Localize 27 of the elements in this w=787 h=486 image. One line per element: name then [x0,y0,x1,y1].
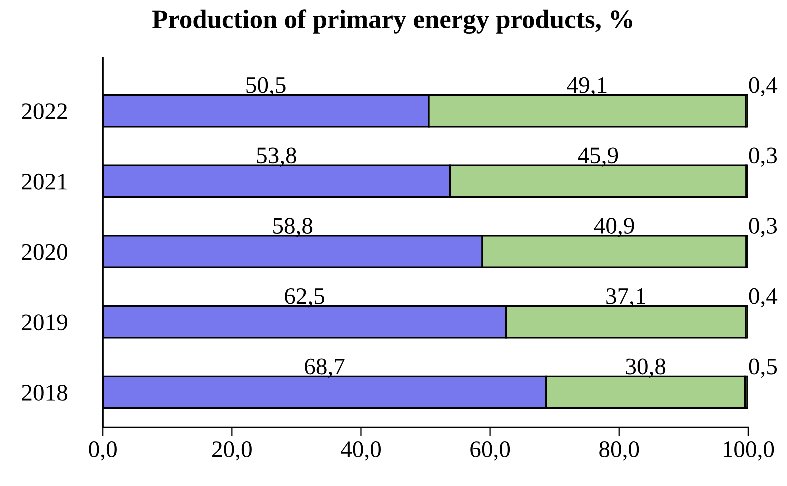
x-tick-label: 20,0 [212,442,252,461]
data-label: 53,8 [257,148,296,168]
data-label: 30,8 [626,358,666,378]
data-label: 62,5 [285,288,325,308]
data-label: 0,3 [749,148,778,168]
y-tick-label: 2020 [22,244,68,260]
data-label: 0,5 [749,358,778,378]
data-label: 0,3 [749,218,778,238]
x-tick-label: 100,0 [724,442,774,461]
y-tick-label: 2022 [22,104,68,120]
y-tick-label: 2018 [22,384,68,401]
x-tick-label: 0,0 [89,442,117,461]
chart-title: Production of primary energy products, % [152,10,632,34]
data-label: 49,1 [567,77,607,97]
x-tick-label: 80,0 [600,442,640,461]
data-label: 45,9 [578,148,618,168]
x-tick-label: 40,0 [341,442,381,461]
x-tick-label: 60,0 [470,442,510,461]
data-label: 50,5 [246,77,286,97]
y-tick-label: 2021 [22,174,67,190]
data-label: 40,9 [594,218,634,238]
data-label: 0,4 [749,77,778,97]
data-label: 58,8 [274,218,313,238]
y-tick-label: 2019 [22,314,68,331]
data-label: 37,1 [606,288,646,308]
data-label: 68,7 [305,358,345,378]
data-label: 0,4 [749,288,778,308]
